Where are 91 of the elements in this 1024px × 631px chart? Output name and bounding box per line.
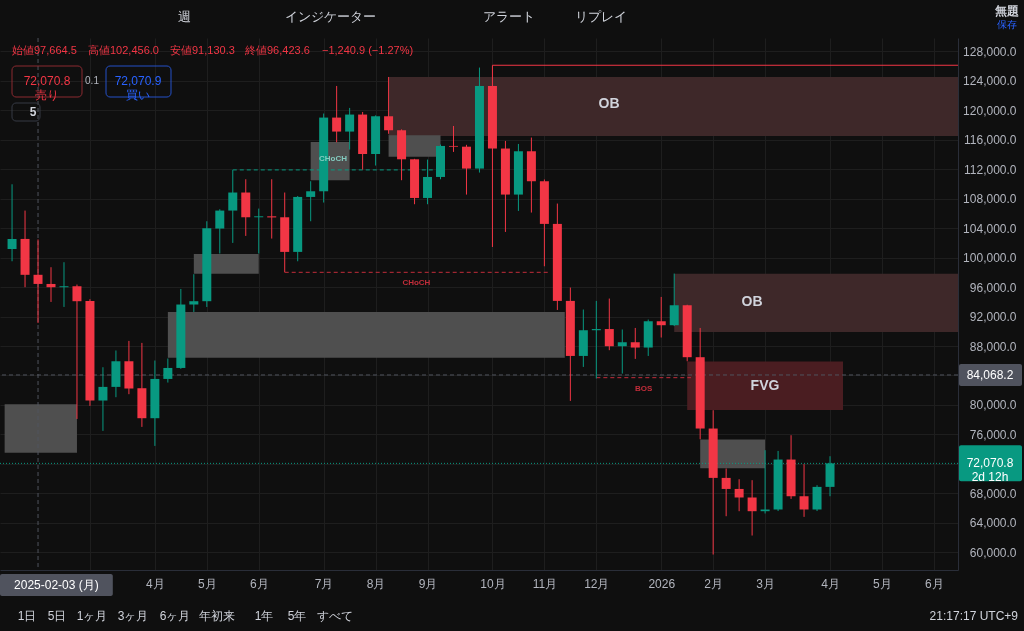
candlestick — [46, 266, 56, 303]
y-tick-label: 116,000.0 — [964, 133, 1017, 148]
candlestick — [812, 484, 822, 512]
annotation: FVG — [750, 377, 780, 393]
candlestick — [669, 273, 679, 327]
text: 5年 — [287, 609, 307, 623]
candlestick — [604, 298, 614, 351]
text: 3ヶ月 — [117, 609, 149, 623]
y-tick-label: 88,000.0 — [969, 339, 1017, 354]
x-tick-label: 6月 — [925, 576, 944, 591]
candlestick — [461, 144, 471, 196]
x-tick-label: 5月 — [197, 576, 217, 591]
ref-line-label: 84,068.2 — [966, 367, 1014, 382]
candlestick — [734, 478, 744, 512]
text: 1年 — [254, 609, 274, 623]
y-tick-label: 96,000.0 — [969, 280, 1017, 295]
text: 保存 — [997, 19, 1017, 30]
candlestick — [449, 125, 458, 153]
candlestick — [98, 366, 108, 432]
series-label: CHoCH — [402, 278, 431, 288]
text: 1日 — [17, 609, 37, 623]
annotation: 72,070.8 売り — [23, 74, 71, 102]
series-label: BOS — [634, 383, 653, 393]
x-tick-label: 8月 — [366, 576, 386, 591]
annotation: OB — [741, 293, 763, 309]
candlestick — [215, 208, 225, 255]
text: アラート — [483, 9, 535, 24]
ref-line-label: 2025-02-03 (月) — [14, 578, 99, 592]
x-tick-label: 10月 — [480, 576, 506, 591]
text: すべて — [317, 609, 353, 623]
x-tick-label: 2026 — [648, 576, 676, 591]
candlestick — [254, 208, 264, 255]
candlestick — [384, 76, 394, 135]
annotation: −1,240.9 (−1.27%) — [322, 44, 414, 56]
candlestick — [189, 273, 199, 313]
candlestick — [267, 178, 277, 240]
y-tick-label: 92,000.0 — [969, 310, 1017, 325]
text: 週 — [177, 9, 191, 24]
x-tick-label: 9月 — [418, 576, 438, 591]
text: 21:17:17 UTC+9 — [929, 609, 1019, 623]
text: インジケーター — [285, 9, 376, 24]
annotation: OB — [598, 95, 620, 111]
y-tick-label: 76,000.0 — [969, 427, 1017, 442]
candlestick — [72, 284, 82, 420]
y-tick-label: 100,000.0 — [963, 251, 1017, 266]
candlestick — [799, 463, 809, 518]
text: 年初来 — [199, 609, 235, 623]
candlestick — [656, 296, 666, 339]
x-tick-label: 3月 — [756, 576, 775, 591]
text: リプレイ — [575, 9, 627, 24]
candlestick — [163, 358, 173, 384]
text: 無題 — [994, 4, 1019, 18]
candlestick — [33, 238, 43, 324]
candlestick — [617, 328, 627, 375]
text: 1ヶ月 — [76, 609, 108, 623]
annotation: 0.1 — [85, 75, 100, 86]
x-tick-label: 6月 — [249, 576, 269, 591]
y-tick-label: 120,000.0 — [963, 103, 1017, 118]
candlestick — [747, 479, 757, 537]
y-tick-label: 128,000.0 — [963, 44, 1017, 59]
annotation: 始値97,664.5 — [12, 44, 77, 56]
x-tick-label: 4月 — [146, 576, 165, 591]
y-tick-label: 64,000.0 — [969, 516, 1017, 531]
y-tick-label: 112,000.0 — [964, 162, 1017, 177]
annotation: 終値96,423.6 — [244, 44, 310, 56]
annotation: 高値102,456.0 — [88, 44, 159, 56]
y-tick-label: 60,000.0 — [969, 545, 1017, 560]
annotation: 安値91,130.3 — [170, 44, 235, 56]
annotation: 72,070.9 買い — [114, 74, 162, 102]
annotation: 5 — [29, 105, 37, 119]
candlestick — [630, 327, 640, 360]
x-tick-label: 7月 — [314, 576, 334, 591]
x-tick-label: 12月 — [584, 576, 610, 591]
y-tick-label: 80,000.0 — [969, 398, 1017, 413]
candlestick — [59, 261, 69, 308]
x-tick-label: 2月 — [704, 576, 724, 591]
candlestick — [332, 85, 342, 143]
text: 6ヶ月 — [159, 609, 191, 623]
x-tick-label: 5月 — [873, 576, 892, 591]
candlestick — [306, 180, 316, 222]
y-tick-label: 124,000.0 — [963, 74, 1017, 89]
candlestick — [721, 468, 731, 517]
candlestick — [7, 183, 17, 262]
y-tick-label: 68,000.0 — [969, 486, 1017, 501]
y-tick-label: 104,000.0 — [963, 221, 1017, 236]
y-tick-label: 108,000.0 — [963, 192, 1017, 207]
candlestick — [345, 107, 355, 151]
ref-line-label: 72,070.8 2d 12h — [966, 456, 1014, 485]
x-tick-label: 4月 — [821, 576, 840, 591]
text: 5日 — [47, 609, 67, 623]
x-tick-label: 11月 — [532, 576, 558, 591]
